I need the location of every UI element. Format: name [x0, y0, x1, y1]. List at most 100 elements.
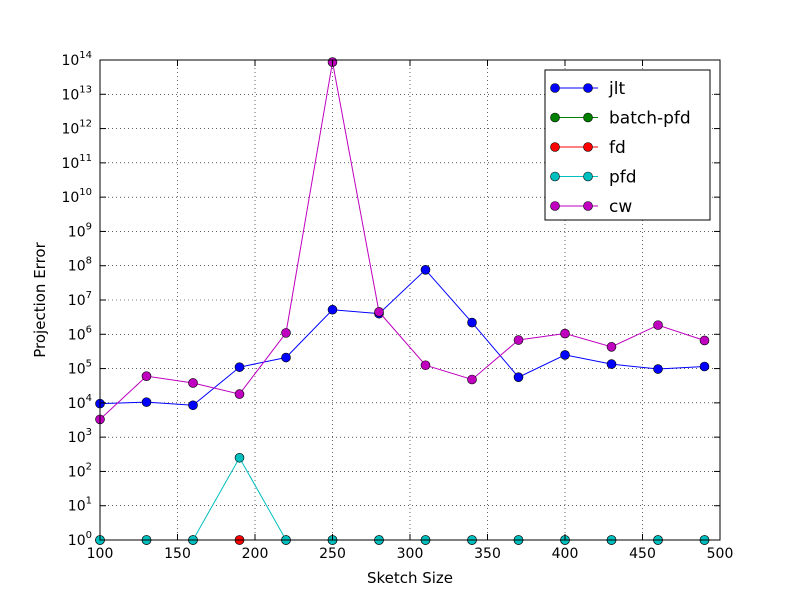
x-axis-label: Sketch Size [367, 569, 453, 587]
data-point-cw [467, 374, 477, 385]
legend-marker-jlt [583, 83, 593, 93]
data-point-jlt [281, 352, 291, 363]
legend-label-pfd: pfd [609, 168, 637, 188]
y-tick-base: 10 [68, 327, 86, 343]
y-tick-exponent: 13 [79, 84, 92, 95]
data-point-cw [281, 328, 291, 338]
x-tick-label: 400 [552, 546, 579, 562]
legend-label-batch-pfd: batch-pfd [609, 109, 691, 129]
legend-box [544, 69, 711, 221]
legend-label-cw: cw [609, 197, 632, 217]
data-point-jlt [560, 350, 570, 360]
x-tick-label: 450 [629, 546, 656, 562]
legend-marker-batch-pfd [583, 112, 593, 123]
data-point-cw [188, 378, 198, 388]
y-tick-label: 103 [68, 427, 92, 446]
y-tick-label: 1012 [61, 119, 92, 138]
y-tick-exponent: 4 [86, 393, 92, 404]
y-tick-base: 10 [68, 430, 86, 446]
y-tick-base: 10 [68, 293, 86, 309]
x-tick-label: 350 [474, 546, 501, 562]
y-tick-base: 10 [61, 122, 79, 138]
y-tick-exponent: 12 [79, 119, 92, 130]
y-tick-label: 1011 [61, 153, 92, 172]
x-tick-label: 200 [242, 546, 269, 562]
data-point-pfd [234, 452, 245, 463]
y-tick-label: 101 [68, 496, 92, 515]
x-tick-label: 250 [319, 546, 346, 562]
legend-label-jlt: jlt [608, 79, 625, 99]
x-tick-label: 150 [164, 546, 191, 562]
legend-marker-pfd [550, 171, 560, 182]
y-tick-exponent: 10 [79, 187, 92, 198]
data-point-jlt [327, 304, 338, 315]
series-line-jlt [99, 269, 705, 406]
data-point-jlt [699, 361, 710, 372]
data-point-cw [234, 389, 245, 399]
legend-marker-jlt [550, 83, 560, 93]
data-point-jlt [188, 400, 198, 411]
y-tick-exponent: 9 [86, 221, 92, 232]
data-point-cw [141, 371, 152, 381]
y-tick-exponent: 3 [86, 427, 92, 438]
y-tick-label: 100 [68, 530, 92, 549]
data-point-cw [420, 360, 431, 371]
y-tick-base: 10 [61, 87, 79, 103]
legend-label-fd: fd [609, 138, 626, 158]
data-point-cw [374, 307, 384, 317]
data-point-jlt [606, 359, 617, 369]
data-point-cw [699, 335, 710, 346]
data-point-cw [560, 328, 570, 339]
data-point-jlt [513, 372, 524, 383]
y-tick-label: 1010 [61, 187, 92, 206]
y-tick-base: 10 [68, 224, 86, 240]
legend-marker-batch-pfd [550, 112, 560, 123]
y-tick-base: 10 [68, 259, 86, 275]
y-tick-label: 106 [68, 324, 92, 343]
y-tick-exponent: 11 [79, 153, 92, 164]
y-tick-label: 102 [68, 461, 92, 480]
y-tick-base: 10 [68, 396, 86, 412]
y-tick-base: 10 [68, 362, 86, 378]
y-tick-exponent: 6 [86, 324, 92, 335]
y-tick-label: 105 [68, 359, 92, 378]
series-line-cw [99, 61, 705, 420]
y-tick-label: 1014 [61, 50, 92, 69]
legend-marker-fd [583, 142, 593, 152]
y-tick-label: 107 [68, 290, 92, 309]
y-tick-base: 10 [68, 499, 86, 515]
y-tick-exponent: 14 [79, 50, 92, 61]
legend-marker-cw [550, 201, 560, 211]
x-tick-label: 100 [87, 546, 114, 562]
y-tick-exponent: 2 [86, 461, 92, 472]
data-point-jlt [653, 364, 663, 374]
data-point-cw [606, 342, 617, 352]
legend: jlt batch-pfd fd pfd cw [544, 69, 711, 221]
data-point-cw [653, 320, 663, 330]
y-tick-base: 10 [61, 156, 79, 172]
y-tick-exponent: 7 [86, 290, 92, 301]
legend-marker-pfd [583, 171, 593, 182]
y-tick-exponent: 5 [86, 359, 92, 370]
y-tick-exponent: 1 [86, 496, 92, 507]
y-tick-base: 10 [68, 533, 86, 549]
legend-marker-fd [550, 142, 560, 152]
data-point-jlt [141, 397, 152, 407]
y-tick-base: 10 [68, 464, 86, 480]
legend-marker-cw [583, 201, 593, 211]
y-tick-label: 104 [68, 393, 92, 412]
x-tick-label: 500 [707, 546, 734, 562]
y-tick-base: 10 [61, 190, 79, 206]
y-tick-label: 1013 [61, 84, 92, 103]
y-tick-exponent: 0 [86, 530, 92, 541]
y-tick-label: 108 [68, 256, 92, 275]
data-point-jlt [467, 317, 477, 328]
y-tick-exponent: 8 [86, 256, 92, 267]
data-point-cw [513, 335, 524, 345]
data-point-jlt [234, 362, 245, 372]
y-tick-label: 109 [68, 221, 92, 240]
x-tick-label: 300 [397, 546, 424, 562]
axis-ticks: 100 150 200 250 300 350 400 450 5001001011021031… [61, 50, 733, 562]
y-tick-base: 10 [61, 53, 79, 69]
